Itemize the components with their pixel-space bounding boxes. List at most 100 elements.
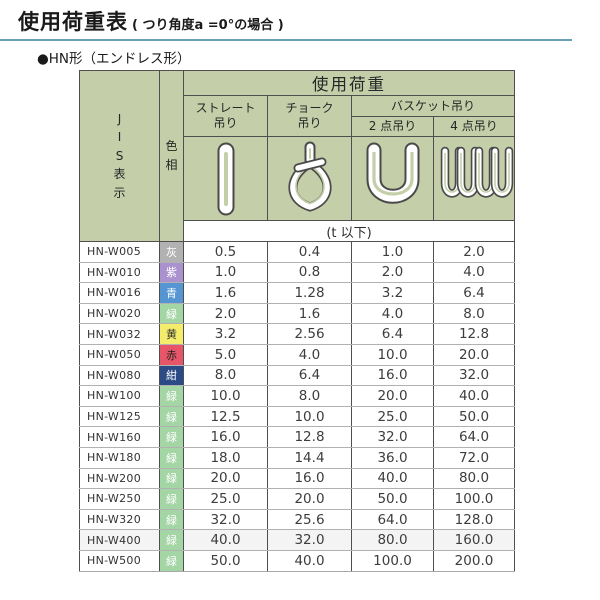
table-row: HN-W100 緑 10.0 8.0 20.0 40.0 [79,385,515,407]
load-value-cell: 40.0 [267,549,352,572]
load-value-cell: 6.4 [351,323,434,345]
load-header: 使用荷重 [183,70,515,96]
load-value-cell: 8.0 [267,385,352,407]
color-swatch: 緑 [159,446,184,469]
color-swatch: 緑 [159,488,184,510]
choke-sling-icon [287,141,332,212]
load-value-cell: 12.5 [183,405,268,428]
jis-column-header: J I S 表 示 [79,70,160,242]
load-value-cell: 10.0 [183,385,268,407]
color-column-header: 色 相 [159,70,184,242]
load-value-cell: 18.0 [183,446,268,469]
load-value-cell: 20.0 [433,343,515,366]
load-value-cell: 20.0 [351,385,434,407]
table-row: HN-W500 緑 50.0 40.0 100.0 200.0 [79,549,515,572]
basket-2point-icon [366,142,419,204]
load-value-cell: 36.0 [351,446,434,469]
color-swatch: 緑 [159,302,184,325]
jis-code-cell: HN-W080 [79,364,160,387]
table-body: HN-W005 灰 0.5 0.4 1.0 2.0 HN-W010 紫 1.0 0.8 2.0 4.0… [79,241,515,572]
load-value-cell: 8.0 [183,364,268,387]
jis-code-cell: HN-W320 [79,508,160,531]
color-swatch: 緑 [159,467,184,490]
load-value-cell: 0.4 [267,241,352,263]
table-row: HN-W010 紫 1.0 0.8 2.0 4.0 [79,261,515,284]
load-value-cell: 80.0 [433,467,515,490]
load-value-cell: 25.6 [267,508,352,531]
load-value-cell: 16.0 [183,426,268,448]
load-value-cell: 1.6 [183,282,268,304]
jis-code-cell: HN-W010 [79,261,160,284]
load-value-cell: 32.0 [183,508,268,531]
load-value-cell: 2.0 [351,261,434,284]
basket-4point-header: 4 点吊り [433,116,515,137]
basket-2point-header: 2 点吊り [351,116,434,137]
load-value-cell: 10.0 [267,405,352,428]
load-value-cell: 14.4 [267,446,352,469]
load-value-cell: 10.0 [351,343,434,366]
load-value-cell: 0.8 [267,261,352,284]
icon-row [80,136,515,221]
straight-sling-icon [217,142,234,215]
accent-divider [0,39,572,41]
load-value-cell: 6.4 [267,364,352,387]
jis-code-cell: HN-W200 [79,467,160,490]
color-swatch: 緑 [159,529,184,551]
title-text: 使用荷重表 [18,10,128,34]
load-value-cell: 3.2 [183,323,268,345]
color-swatch: 紺 [159,364,184,387]
jis-code-cell: HN-W016 [79,282,160,304]
load-value-cell: 72.0 [433,446,515,469]
table-row: HN-W005 灰 0.5 0.4 1.0 2.0 [79,241,515,263]
jis-code-cell: HN-W125 [79,405,160,428]
color-swatch: 緑 [159,508,184,531]
load-value-cell: 100.0 [433,488,515,510]
jis-code-cell: HN-W180 [79,446,160,469]
load-value-cell: 6.4 [433,282,515,304]
load-value-cell: 25.0 [351,405,434,428]
load-capacity-table: J I S 表 示 色 相 使用荷重 ストレート 吊り チョーク 吊り バスケッ… [79,70,515,572]
color-swatch: 緑 [159,385,184,407]
load-value-cell: 4.0 [267,343,352,366]
color-swatch: 緑 [159,426,184,448]
color-swatch: 紫 [159,261,184,284]
load-value-cell: 1.0 [183,261,268,284]
color-swatch: 灰 [159,241,184,263]
load-value-cell: 200.0 [433,549,515,572]
load-value-cell: 128.0 [433,508,515,531]
load-value-cell: 64.0 [351,508,434,531]
jis-code-cell: HN-W020 [79,302,160,325]
load-value-cell: 40.0 [433,385,515,407]
table-row: HN-W250 緑 25.0 20.0 50.0 100.0 [79,488,515,510]
load-value-cell: 4.0 [433,261,515,284]
color-swatch: 緑 [159,549,184,572]
table-row: HN-W160 緑 16.0 12.8 32.0 64.0 [79,426,515,448]
basket-hitch-header: バスケット吊り [351,95,515,117]
basket-4point-icon [440,146,514,198]
load-value-cell: 50.0 [183,549,268,572]
jis-code-cell: HN-W160 [79,426,160,448]
table-row: HN-W020 緑 2.0 1.6 4.0 8.0 [79,302,515,325]
unit-note: (t 以下) [183,220,515,242]
load-value-cell: 5.0 [183,343,268,366]
load-value-cell: 20.0 [267,488,352,510]
load-value-cell: 2.0 [183,302,268,325]
load-value-cell: 40.0 [183,529,268,551]
jis-code-cell: HN-W400 [79,529,160,551]
jis-code-cell: HN-W500 [79,549,160,572]
jis-code-cell: HN-W005 [79,241,160,263]
choke-hitch-header: チョーク 吊り [267,95,352,137]
load-value-cell: 12.8 [267,426,352,448]
straight-hitch-header: ストレート 吊り [183,95,268,137]
color-swatch: 緑 [159,405,184,428]
load-value-cell: 16.0 [351,364,434,387]
load-value-cell: 1.6 [267,302,352,325]
jis-code-cell: HN-W050 [79,343,160,366]
table-row: HN-W320 緑 32.0 25.6 64.0 128.0 [79,508,515,531]
load-value-cell: 32.0 [267,529,352,551]
section-subtitle: ●HN形（エンドレス形） [37,51,191,67]
jis-code-cell: HN-W250 [79,488,160,510]
load-value-cell: 1.28 [267,282,352,304]
load-value-cell: 100.0 [351,549,434,572]
load-value-cell: 64.0 [433,426,515,448]
